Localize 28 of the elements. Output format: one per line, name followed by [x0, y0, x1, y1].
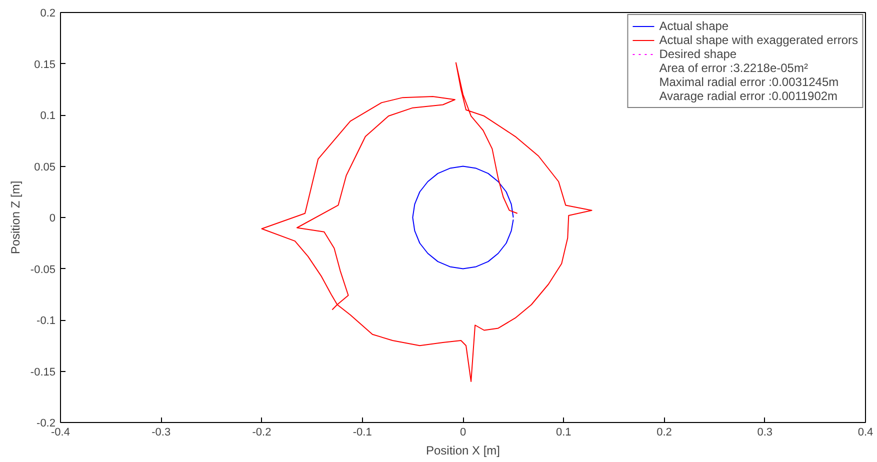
y-tick-label: 0.1: [40, 110, 56, 122]
y-tick-label: 0.15: [34, 58, 56, 71]
x-tick-label: -0.2: [252, 426, 272, 438]
x-tick-label: -0.3: [152, 426, 171, 438]
y-tick-label: 0.05: [34, 161, 56, 174]
y-tick-label: 0.2: [40, 8, 56, 20]
x-tick-label: 0.4: [858, 426, 874, 438]
annotation: Area of error :3.2218e-05m²: [659, 61, 808, 75]
y-tick-label: -0.1: [36, 315, 56, 327]
x-tick-label: -0.1: [352, 426, 372, 438]
line-series: [412, 166, 514, 270]
line-series: [261, 62, 592, 382]
y-tick-label: 0: [49, 212, 56, 224]
y-axis-title: Position Z [m]: [8, 180, 22, 254]
y-tick-label: -0.2: [36, 418, 56, 430]
y-tick-label: -0.05: [30, 264, 56, 276]
legend-label: Actual shape: [659, 19, 729, 33]
x-tick-label: 0.1: [556, 426, 572, 438]
x-tick-label: -0.4: [51, 426, 70, 438]
x-tick-label: 0.2: [656, 426, 672, 438]
annotation: Maximal radial error :0.0031245m: [659, 75, 839, 89]
y-tick-label: -0.15: [30, 366, 56, 378]
legend-label: Actual shape with exaggerated errors: [659, 33, 858, 47]
annotation: Avarage radial error :0.0011902m: [659, 89, 838, 103]
x-tick-label: 0.3: [757, 426, 773, 438]
legend-label: Desired shape: [659, 47, 737, 61]
x-axis-title: Position X [m]: [426, 444, 500, 458]
x-tick-label: 0: [460, 426, 466, 438]
